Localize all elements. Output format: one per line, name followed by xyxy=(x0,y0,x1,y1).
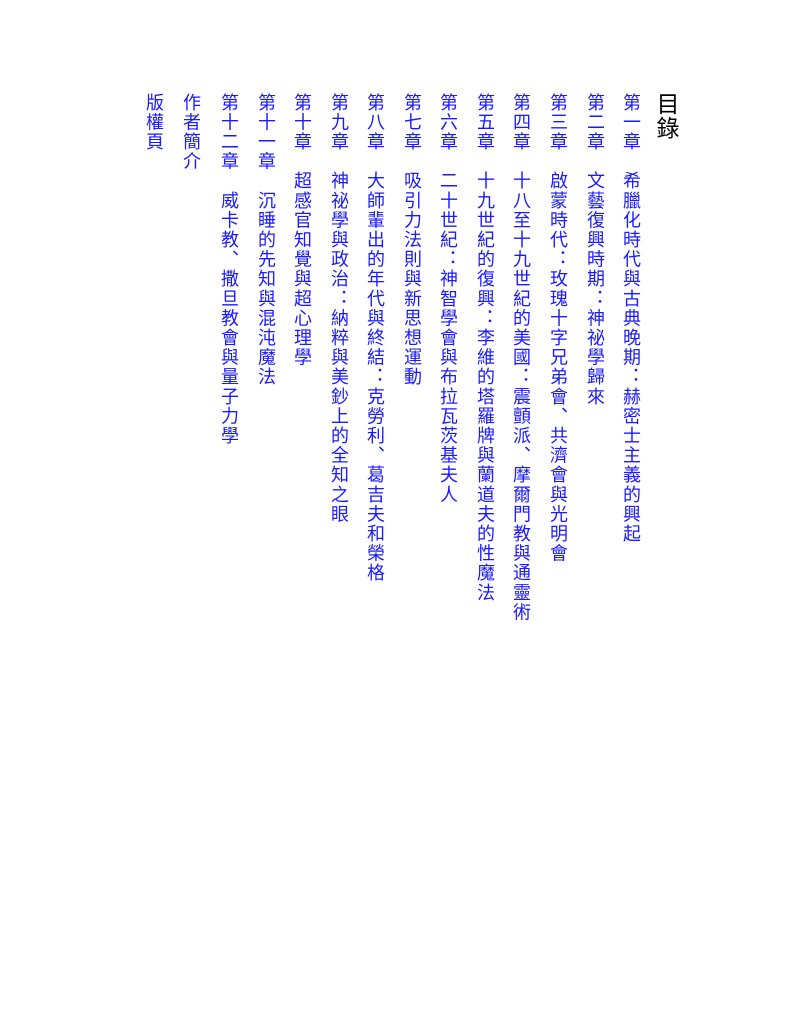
toc-link-chapter-3[interactable]: 第三章 啟蒙時代：玫瑰十字兄弟會、共濟會與光明會 xyxy=(547,93,568,564)
toc-title: 目錄 xyxy=(652,92,678,140)
toc-link-chapter-10[interactable]: 第十章 超感官知覺與超心理學 xyxy=(291,93,312,368)
toc-link-chapter-11[interactable]: 第十一章 沉睡的先知與混沌魔法 xyxy=(255,93,276,387)
toc-link-about-author[interactable]: 作者簡介 xyxy=(180,93,201,172)
toc-link-copyright[interactable]: 版權頁 xyxy=(143,93,164,152)
toc-link-chapter-5[interactable]: 第五章 十九世紀的復興：李維的塔羅牌與蘭道夫的性魔法 xyxy=(474,93,495,603)
toc-link-chapter-4[interactable]: 第四章 十八至十九世紀的美國：震顫派、摩爾門教與通靈術 xyxy=(510,93,531,623)
toc-link-chapter-9[interactable]: 第九章 神祕學與政治：納粹與美鈔上的全知之眼 xyxy=(328,93,349,525)
toc-link-chapter-8[interactable]: 第八章 大師輩出的年代與終結：克勞利、葛吉夫和榮格 xyxy=(364,93,385,583)
toc-link-chapter-7[interactable]: 第七章 吸引力法則與新思想運動 xyxy=(401,93,422,387)
toc-link-chapter-1[interactable]: 第一章 希臘化時代與古典晚期：赫密士主義的興起 xyxy=(620,93,641,544)
toc-link-chapter-6[interactable]: 第六章 二十世紀：神智學會與布拉瓦茨基夫人 xyxy=(437,93,458,505)
toc-link-chapter-12[interactable]: 第十二章 威卡教、撒旦教會與量子力學 xyxy=(218,93,239,446)
toc-link-chapter-2[interactable]: 第二章 文藝復興時期：神祕學歸來 xyxy=(584,93,605,407)
